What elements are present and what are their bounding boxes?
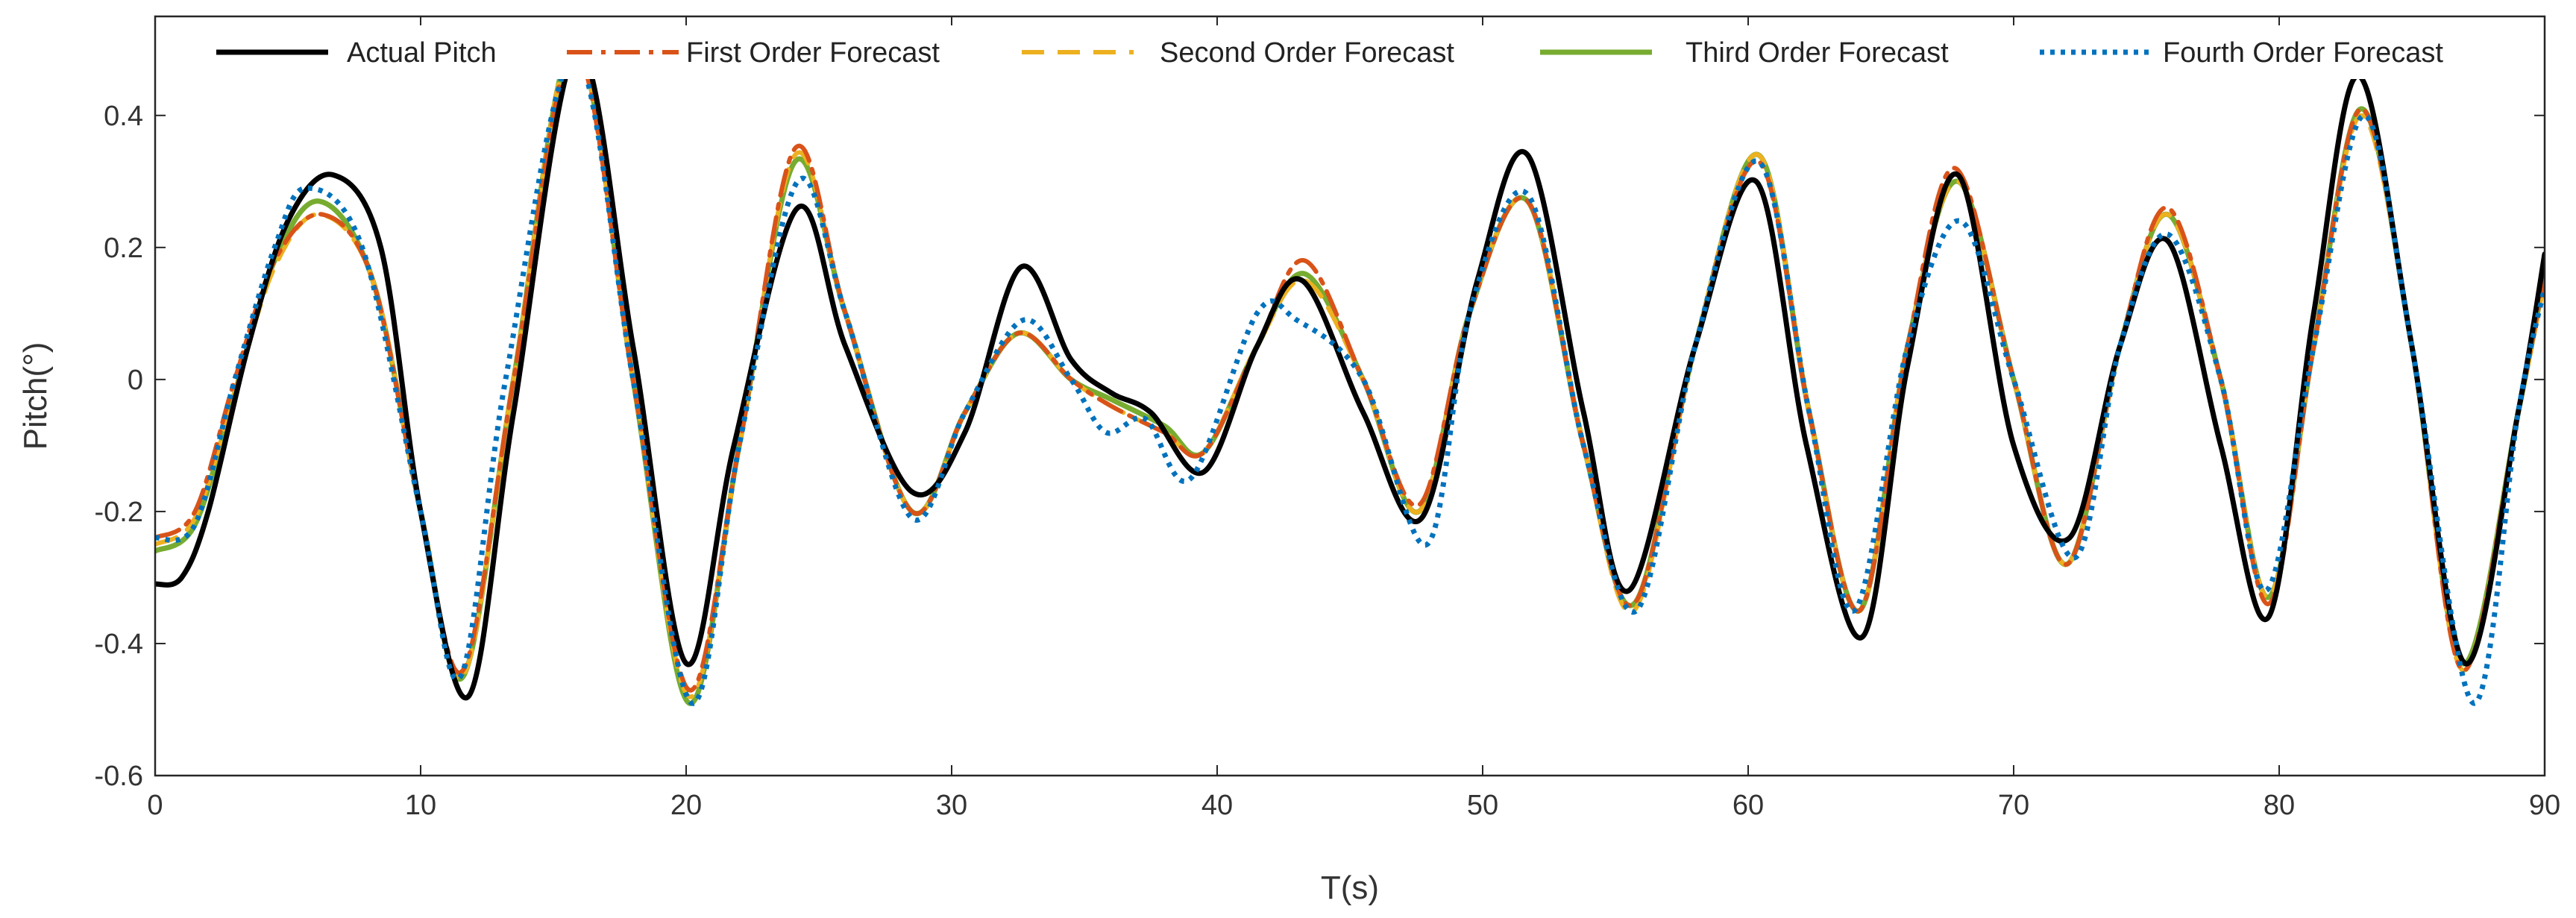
legend: Actual Pitch First Order Forecast Second O… [213,25,2532,79]
x-axis: 0 10 20 30 40 50 60 70 80 90 [147,16,2560,821]
x-tick-label: 10 [405,790,436,821]
y-axis-title: Pitch(°) [17,342,54,450]
legend-label: Second Order Forecast [1160,37,1454,69]
x-tick-label: 90 [2529,790,2560,821]
x-tick-label: 50 [1467,790,1498,821]
legend-label: Third Order Forecast [1686,37,1949,69]
y-axis: -0.6 -0.4 -0.2 0 0.2 0.4 [95,101,2545,792]
x-tick-label: 0 [147,790,163,821]
x-tick-label: 20 [670,790,702,821]
x-tick-label: 70 [1998,790,2029,821]
x-tick-label: 80 [2264,790,2295,821]
y-tick-label: -0.6 [95,761,143,792]
series-line-fourth-order-forecast [155,53,2545,706]
plot-area-frame [154,15,2546,777]
y-tick-label: 0.4 [104,101,143,132]
legend-label: Fourth Order Forecast [2163,37,2443,69]
x-tick-label: 30 [936,790,967,821]
legend-label: Actual Pitch [347,37,497,69]
y-tick-label: 0.2 [104,233,143,264]
x-tick-label: 40 [1201,790,1233,821]
x-axis-title: T(s) [1321,870,1379,906]
series-layer [155,40,2545,706]
x-tick-label: 60 [1732,790,1764,821]
series-line-actual-pitch [155,46,2545,701]
y-tick-label: -0.2 [95,497,143,528]
legend-label: First Order Forecast [686,37,940,69]
y-tick-label: -0.4 [95,629,143,660]
y-tick-label: 0 [128,365,143,396]
series-line-first-order-forecast [155,47,2545,693]
